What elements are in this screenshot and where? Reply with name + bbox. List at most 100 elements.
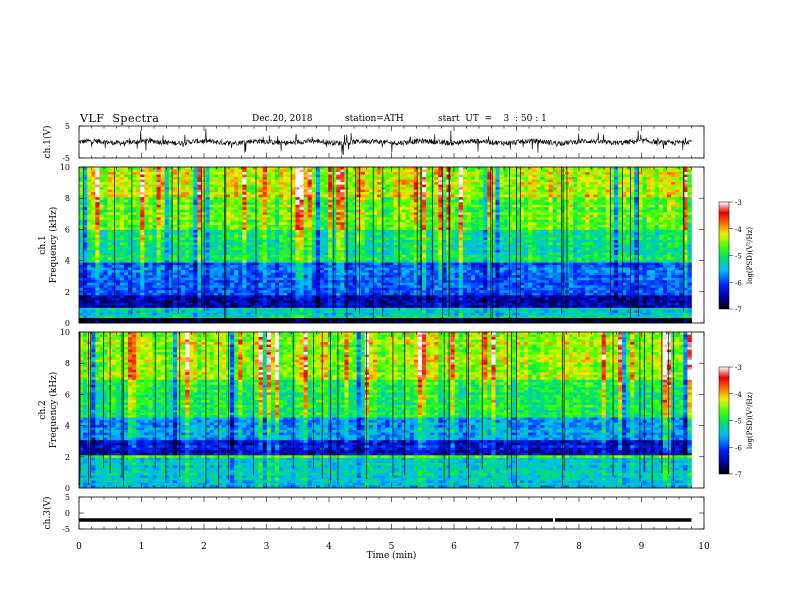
- spectrogram-cell: [438, 234, 443, 238]
- spectrogram-cell: [364, 184, 370, 188]
- spectrogram-cell: [581, 217, 586, 221]
- spectrogram-cell: [658, 169, 664, 173]
- spectrogram-cell: [385, 237, 390, 241]
- spectrogram-cell: [287, 219, 292, 223]
- spectrogram-cell: [91, 207, 96, 211]
- spectrogram-cell: [667, 209, 672, 213]
- spectrogram-cell: [556, 239, 562, 243]
- spectrogram-cell: [675, 182, 680, 185]
- spectrogram-cell: [250, 204, 255, 208]
- spectrogram-cell: [634, 234, 639, 238]
- spectrogram-cell: [597, 227, 602, 231]
- spectrogram-cell: [79, 169, 84, 173]
- spectrogram-cell: [177, 212, 182, 216]
- spectrogram-cell: [352, 182, 357, 185]
- spectrogram-cell: [618, 172, 623, 175]
- spectrogram-cell: [601, 174, 607, 178]
- spectrogram-cell: [181, 172, 186, 175]
- spectrogram-cell: [422, 189, 427, 193]
- spectrogram-cell: [250, 174, 255, 178]
- spectrogram-cell: [95, 214, 100, 218]
- spectrogram-cell: [234, 239, 239, 243]
- spectrogram-cell: [328, 169, 333, 173]
- spectrogram-cell: [234, 245, 239, 248]
- spectrogram-cell: [646, 232, 651, 236]
- spectrogram-cell: [503, 245, 509, 248]
- spectrogram-cell: [111, 179, 117, 183]
- spectrogram-cell: [454, 177, 460, 180]
- spectrogram-cell: [283, 199, 288, 203]
- spectrogram-cell: [658, 237, 664, 241]
- spectrogram-cell: [454, 207, 460, 211]
- spectrogram-cell: [401, 169, 406, 173]
- spectrogram-cell: [209, 217, 215, 221]
- spectrogram-cell: [675, 192, 680, 195]
- spectrogram-cell: [638, 204, 643, 208]
- spectrogram-cell: [115, 242, 121, 246]
- spectrogram-cell: [352, 174, 357, 178]
- spectrogram-cell: [185, 207, 190, 211]
- spectrogram-cell: [524, 232, 529, 236]
- spectrogram-cell: [417, 182, 423, 185]
- spectrogram-cell: [119, 184, 125, 188]
- spectrogram-cell: [79, 239, 84, 243]
- spectrogram-cell: [454, 237, 460, 241]
- spectrogram-cell: [348, 197, 353, 201]
- spectrogram-cell: [569, 214, 574, 218]
- spectrogram-cell: [642, 224, 647, 228]
- spectrogram-cell: [193, 174, 198, 178]
- spectrogram-cell: [213, 209, 219, 213]
- spectrogram-cell: [136, 204, 141, 208]
- spectrogram-cell: [209, 245, 215, 248]
- spectrogram-cell: [499, 204, 504, 208]
- spectrogram-cell: [336, 219, 341, 223]
- spectrogram-cell: [356, 227, 362, 231]
- spectrogram-cell: [311, 189, 317, 193]
- spectrogram-cell: [160, 169, 166, 173]
- spectrogram-cell: [246, 207, 251, 211]
- spectrogram-cell: [230, 192, 235, 195]
- spectrogram-cell: [168, 239, 174, 243]
- spectrogram-cell: [393, 224, 398, 228]
- spectrogram-cell: [291, 187, 296, 190]
- spectrogram-cell: [83, 222, 88, 226]
- spectrogram-cell: [597, 189, 602, 193]
- spectrogram-cell: [413, 214, 419, 218]
- spectrogram-cell: [123, 219, 129, 223]
- spectrogram-cell: [238, 174, 243, 178]
- spectrogram-cell: [238, 207, 243, 211]
- spectrogram-cell: [569, 212, 574, 216]
- spectrogram-cell: [613, 232, 619, 236]
- spectrogram-cell: [152, 219, 157, 223]
- spectrogram-cell: [556, 199, 562, 203]
- spectrogram-cell: [593, 184, 598, 188]
- spectrogram-cell: [573, 172, 578, 175]
- spectrogram-cell: [242, 204, 247, 208]
- spectrogram-cell: [181, 237, 186, 241]
- spectrogram-cell: [650, 214, 656, 218]
- spectrogram-cell: [487, 184, 492, 188]
- spectrogram-cell: [91, 245, 96, 248]
- spectrogram-cell: [426, 184, 431, 188]
- spectrogram-cell: [128, 197, 133, 201]
- spectrogram-cell: [177, 222, 182, 226]
- spectrogram-cell: [340, 212, 345, 216]
- spectrogram-cell: [123, 202, 129, 206]
- spectrogram-cell: [242, 237, 247, 241]
- spectrogram-cell: [679, 169, 684, 173]
- spectrogram-cell: [226, 219, 231, 223]
- spectrogram-cell: [164, 245, 170, 248]
- spectrogram-cell: [193, 204, 198, 208]
- spectrogram-cell: [601, 224, 607, 228]
- spectrogram-cell: [250, 184, 255, 188]
- spectrogram-cell: [581, 232, 586, 236]
- spectrogram-cell: [475, 179, 480, 183]
- spectrogram-cell: [266, 197, 272, 201]
- spectrogram-cell: [462, 179, 468, 183]
- spectrogram-cell: [299, 199, 304, 203]
- spectrogram-cell: [111, 187, 117, 190]
- spectrogram-cell: [483, 194, 488, 198]
- spectrogram-cell: [332, 189, 337, 193]
- spectrogram-cell: [348, 227, 353, 231]
- spectrogram-cell: [328, 229, 333, 233]
